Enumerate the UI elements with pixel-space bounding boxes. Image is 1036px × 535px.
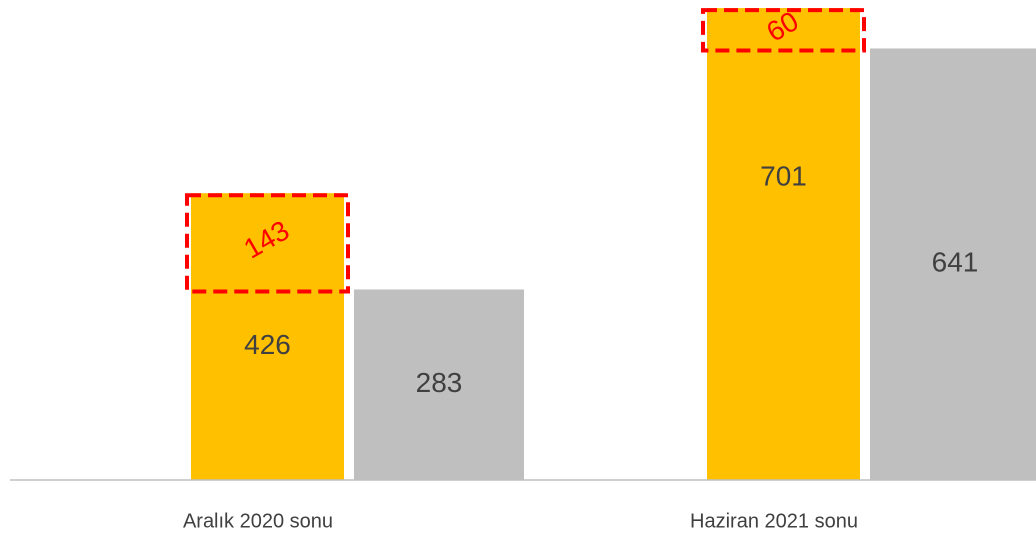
value-label: 283: [416, 367, 463, 398]
value-label: 426: [244, 329, 291, 360]
value-label: 641: [932, 247, 979, 278]
bar: [191, 193, 344, 480]
bar: [707, 8, 860, 480]
x-tick-label: Haziran 2021 sonu: [690, 510, 858, 532]
bar: [354, 289, 524, 480]
value-label: 701: [760, 160, 807, 191]
x-tick-label: Aralık 2020 sonu: [183, 510, 333, 532]
bar: [870, 48, 1036, 480]
increase-box: [701, 8, 866, 53]
increase-box: [185, 193, 350, 294]
